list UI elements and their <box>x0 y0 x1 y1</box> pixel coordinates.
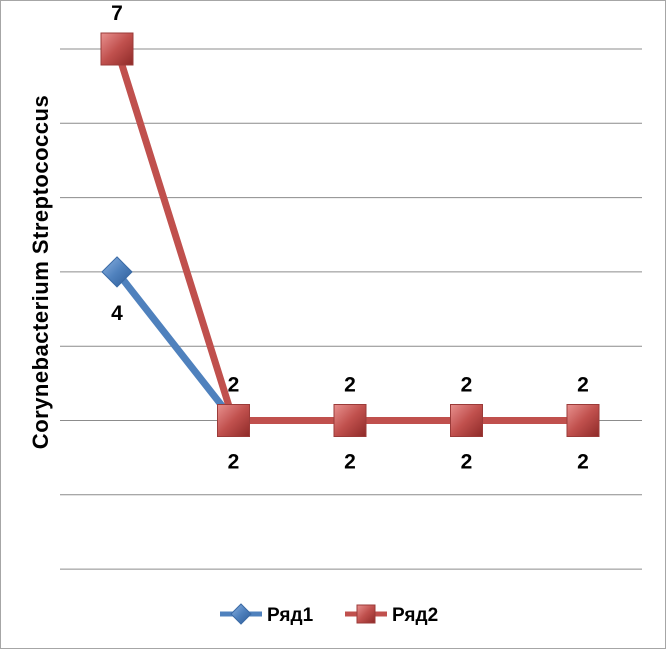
y-axis-label: Corynebacterium Streptococcus <box>28 95 53 449</box>
data-point-diamond <box>101 256 133 288</box>
data-label: 7 <box>111 2 123 25</box>
legend-label: Ряд2 <box>392 605 438 626</box>
data-point-square <box>217 404 250 437</box>
data-label: 4 <box>111 302 123 325</box>
data-label: 2 <box>577 374 589 397</box>
data-label: 2 <box>228 451 240 474</box>
gridlines <box>60 48 642 570</box>
legend-label: Ряд1 <box>267 605 314 626</box>
data-point-square <box>566 404 600 437</box>
legend-marker-diamond-icon <box>230 603 252 625</box>
legend: Ряд1 Ряд2 <box>220 603 438 626</box>
data-point-square <box>100 32 134 66</box>
data-label: 2 <box>228 374 240 397</box>
legend-marker-square-icon <box>356 604 376 624</box>
series-layer <box>100 32 600 437</box>
data-labels: 4 2 2 2 2 7 2 2 2 2 <box>111 2 589 474</box>
data-label: 2 <box>344 374 356 397</box>
data-label: 2 <box>461 374 473 397</box>
data-point-square <box>450 404 483 437</box>
data-label: 2 <box>344 451 356 474</box>
data-label: 2 <box>461 451 473 474</box>
data-label: 2 <box>577 451 589 474</box>
data-point-square <box>333 404 367 437</box>
